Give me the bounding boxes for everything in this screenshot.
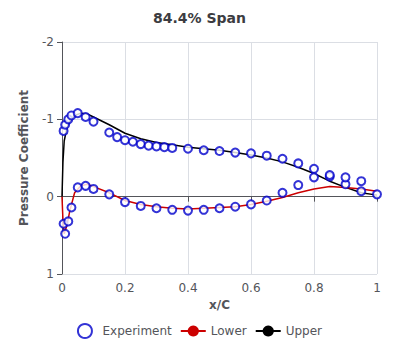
svg-text:1: 1 [373,281,381,295]
svg-text:0.8: 0.8 [304,281,323,295]
svg-text:-1: -1 [42,112,54,126]
svg-text:Lower: Lower [211,324,247,338]
svg-text:Upper: Upper [286,324,322,338]
svg-text:0: 0 [46,190,54,204]
svg-text:0: 0 [58,281,66,295]
svg-text:x/C: x/C [209,298,230,312]
svg-text:0.6: 0.6 [241,281,260,295]
svg-text:Experiment: Experiment [102,324,172,338]
svg-text:1: 1 [46,267,54,281]
svg-text:-2: -2 [42,35,54,49]
svg-text:Pressure Coefficient: Pressure Coefficient [17,90,31,226]
svg-text:0.4: 0.4 [178,281,197,295]
svg-text:84.4% Span: 84.4% Span [153,10,246,26]
svg-text:0.2: 0.2 [115,281,134,295]
